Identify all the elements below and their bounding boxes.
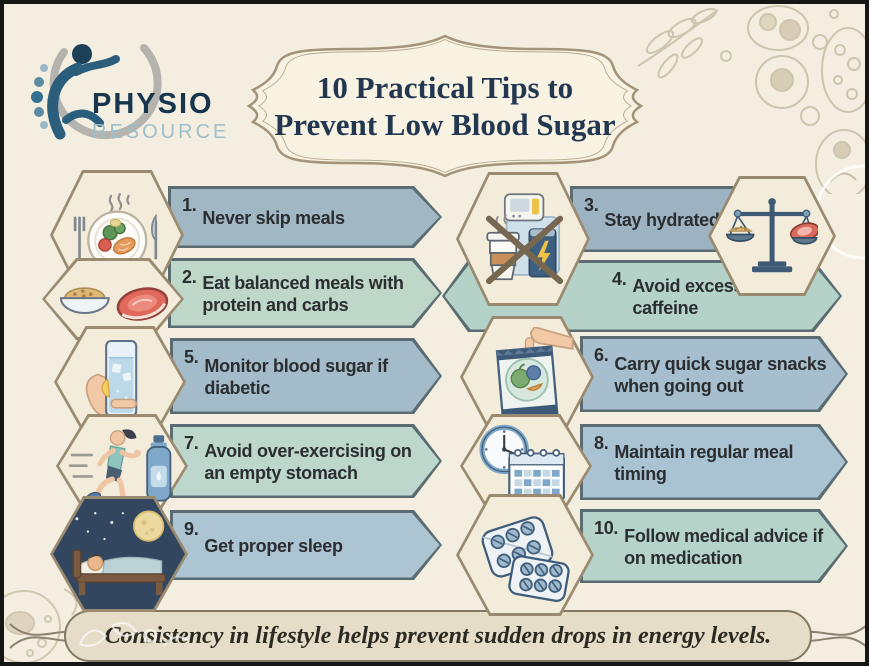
brand-name-bottom: RESOURCE [92,121,230,143]
hexagon-runner [56,414,188,518]
meal-plate-icon [73,192,157,271]
cells-and-leaves-decoration [637,5,865,194]
grains-and-steak-icon [60,287,169,321]
pill-blister-icon [481,516,570,602]
title-line-2: Prevent Low Blood Sugar [274,107,616,142]
hexagon-balance-scale [708,176,836,296]
footer-message: Consistency in lifestyle helps prevent s… [104,622,772,649]
title-frame [246,34,644,178]
hexagon-pills [456,494,594,616]
tip-10-label: 10. Follow medical advice if on medicatio… [594,518,823,568]
tip-9-label: 9. Get proper sleep [184,519,343,556]
physio-resource-logo: PHYSIO RESOURCE [26,24,246,164]
tip-3-label: 3. Stay hydrated [584,195,720,230]
title-line-1: 10 Practical Tips to [316,69,574,105]
no-caffeine-icon [485,193,563,285]
tip-1-label: 1. Never skip meals [182,195,345,228]
tip-banner-10: 10. Follow medical advice if on medicatio… [580,509,848,583]
tip-banner-2: 2. Eat balanced meals with protein and ca… [168,258,442,328]
logo-figure-icon [31,44,162,140]
tip-2-label: 2. Eat balanced meals with protein and ca… [182,267,404,315]
tip-banner-9: 9. Get proper sleep [170,510,442,580]
hexagon-sleep [50,496,188,612]
tip-5-label: 5. Monitor blood sugar if diabetic [184,347,388,398]
clock-calendar-icon [479,425,566,503]
footer-banner: Consistency in lifestyle helps prevent s… [64,610,812,662]
hexagon-no-caffeine [456,172,590,306]
tip-8-label: 8. Maintain regular meal timing [594,433,794,484]
tip-banner-6: 6. Carry quick sugar snacks when going ou… [580,336,848,412]
brand-text: PHYSIO RESOURCE [92,88,230,143]
tip-6-label: 6. Carry quick sugar snacks when going ou… [594,345,827,396]
brand-name-top: PHYSIO [92,88,214,120]
tip-banner-8: 8. Maintain regular meal timing [580,424,848,500]
tip-banner-7: 7. Avoid over-exercising on an empty stom… [170,424,442,498]
balance-scale-icon [725,197,819,273]
sleeping-person-icon [72,510,166,596]
tip-7-label: 7. Avoid over-exercising on an empty stom… [184,433,412,483]
tip-banner-5: 5. Monitor blood sugar if diabetic [170,338,442,414]
title-banner: 10 Practical Tips to Prevent Low Blood S… [239,32,651,180]
runner-icon [68,429,172,510]
snack-pack-icon [495,326,574,420]
tip-banner-1: 1. Never skip meals [168,186,442,248]
water-glass-icon [86,340,138,418]
page-title: 10 Practical Tips to Prevent Low Blood S… [239,32,651,180]
